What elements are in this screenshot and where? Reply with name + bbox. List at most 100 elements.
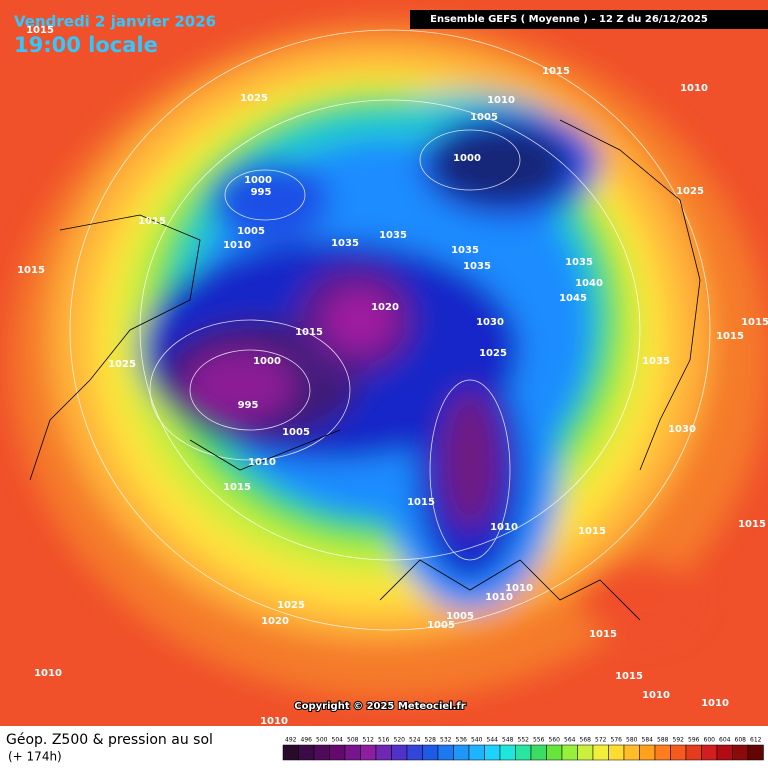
isobar-label: 1025: [676, 186, 704, 197]
isobar-label: 1045: [559, 293, 587, 304]
scale-swatch: [732, 744, 749, 761]
scale-swatch: [313, 744, 330, 761]
isobar-label: 1015: [716, 331, 744, 342]
isobar-label: 1025: [108, 359, 136, 370]
scale-label: 524: [409, 737, 421, 744]
isobar-label: 1015: [295, 327, 323, 338]
isobar-label: 1005: [237, 226, 265, 237]
isobar-label: 995: [251, 187, 272, 198]
scale-swatch: [360, 744, 377, 761]
isobar-label: 1035: [642, 356, 670, 367]
isobar-label: 1010: [505, 583, 533, 594]
header-box: [410, 10, 768, 29]
isobar-label: 1015: [26, 25, 54, 36]
isobar-label: 1010: [680, 83, 708, 94]
scale-swatch: [670, 744, 687, 761]
scale-swatch: [592, 744, 609, 761]
isobar-label: 1020: [371, 302, 399, 313]
scale-swatch: [391, 744, 408, 761]
isobar-label: 1035: [565, 257, 593, 268]
scale-label: 496: [301, 737, 313, 744]
isobar-label: 1015: [615, 671, 643, 682]
scale-label: 576: [611, 737, 623, 744]
scale-swatch: [701, 744, 718, 761]
scale-swatch: [437, 744, 454, 761]
isobar-label: 1005: [427, 620, 455, 631]
scale-label: 556: [533, 737, 545, 744]
isobar-label: 1000: [253, 356, 281, 367]
isobar-label: 1010: [642, 690, 670, 701]
isobar-label: 1030: [668, 424, 696, 435]
isobar-label: 1000: [453, 153, 481, 164]
map-field: [0, 0, 768, 726]
isobar-label: 1015: [741, 317, 768, 328]
forecast-date: Vendredi 2 janvier 2026: [14, 13, 216, 31]
isobar-label: 1035: [451, 245, 479, 256]
scale-swatch: [484, 744, 501, 761]
scale-label: 596: [688, 737, 700, 744]
isobar-label: 1025: [479, 348, 507, 359]
scale-label: 612: [750, 737, 762, 744]
scale-swatch: [639, 744, 656, 761]
isobar-label: 1010: [490, 522, 518, 533]
scale-swatch: [422, 744, 439, 761]
scale-swatch: [515, 744, 532, 761]
isobar-label: 1025: [277, 600, 305, 611]
scale-label: 492: [285, 737, 297, 744]
isobar-label: 1010: [260, 716, 288, 727]
isobar-label: 1030: [476, 317, 504, 328]
scale-swatch: [344, 744, 361, 761]
copyright: Copyright © 2025 Meteociel.fr: [294, 701, 465, 712]
scale-swatch: [685, 744, 702, 761]
scale-label: 572: [595, 737, 607, 744]
isobar-label: 1035: [463, 261, 491, 272]
isobar-label: 1010: [487, 95, 515, 106]
run-info: Ensemble GEFS ( Moyenne ) - 12 Z du 26/1…: [430, 14, 708, 25]
isobar-label: 1015: [407, 497, 435, 508]
isobar-label: 1010: [701, 698, 729, 709]
scale-label: 540: [471, 737, 483, 744]
scale-label: 516: [378, 737, 390, 744]
isobar-label: 1000: [244, 175, 272, 186]
scale-swatch: [468, 744, 485, 761]
forecast-time: 19:00 locale: [14, 33, 158, 57]
scale-swatch: [282, 744, 299, 761]
scale-label: 548: [502, 737, 514, 744]
scale-swatch: [608, 744, 625, 761]
scale-label: 560: [549, 737, 561, 744]
scale-label: 592: [673, 737, 685, 744]
scale-label: 536: [456, 737, 468, 744]
scale-label: 504: [332, 737, 344, 744]
scale-label: 588: [657, 737, 669, 744]
scale-label: 528: [425, 737, 437, 744]
scale-swatch: [453, 744, 470, 761]
isobar-label: 995: [238, 400, 259, 411]
scale-swatch: [716, 744, 733, 761]
isobar-label: 1040: [575, 278, 603, 289]
isobar-label: 1010: [248, 457, 276, 468]
isobar-label: 1025: [240, 93, 268, 104]
scale-swatch: [329, 744, 346, 761]
scale-label: 604: [719, 737, 731, 744]
isobar-label: 1020: [261, 616, 289, 627]
scale-label: 552: [518, 737, 530, 744]
scale-swatch: [546, 744, 563, 761]
scale-label: 580: [626, 737, 638, 744]
scale-swatch: [747, 744, 764, 761]
footer-lead: (+ 174h): [8, 750, 62, 764]
isobar-label: 1035: [331, 238, 359, 249]
scale-swatch: [654, 744, 671, 761]
scale-label: 512: [363, 737, 375, 744]
isobar-label: 1005: [470, 112, 498, 123]
isobar-label: 1015: [138, 216, 166, 227]
scale-swatch: [499, 744, 516, 761]
scale-swatch: [298, 744, 315, 761]
isobar-label: 1005: [282, 427, 310, 438]
scale-label: 520: [394, 737, 406, 744]
scale-swatch: [530, 744, 547, 761]
scale-label: 600: [704, 737, 716, 744]
footer-title: Géop. Z500 & pression au sol: [6, 732, 213, 748]
